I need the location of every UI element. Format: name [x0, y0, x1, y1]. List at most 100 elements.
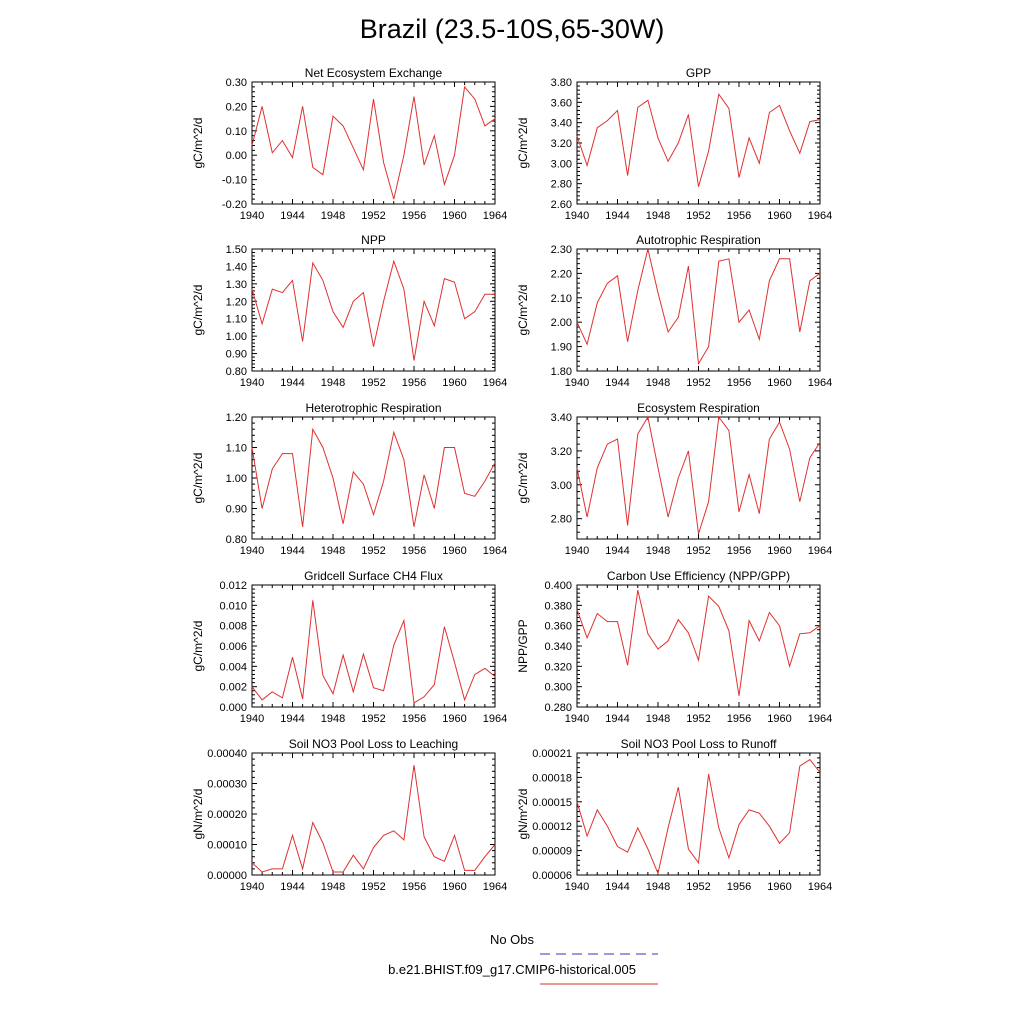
chart-panel: Autotrophic Respiration 1940 1944 1948 1952 1…: [516, 233, 832, 389]
x-tick-label: 1940: [565, 713, 589, 725]
x-tick-label: 1964: [483, 377, 507, 389]
y-tick-label: 1.20: [226, 412, 247, 424]
chart-panel: GPP 1940 1944 1948 1952 1956 1960 1964 2.60 2.80 3…: [516, 66, 832, 222]
x-tick-label: 1964: [808, 545, 832, 557]
x-tick-label: 1948: [321, 545, 345, 557]
y-tick-label: 0.380: [544, 600, 572, 612]
y-tick-label: 3.20: [551, 138, 572, 150]
y-tick-label: 1.90: [551, 342, 572, 354]
series-line: [251, 765, 496, 873]
x-tick-label: 1960: [442, 377, 466, 389]
y-tick-label: 0.012: [219, 580, 247, 592]
y-tick-label: 3.00: [551, 480, 572, 492]
y-tick-label: 3.80: [551, 77, 572, 89]
x-tick-label: 1960: [767, 713, 791, 725]
y-tick-label: 0.000: [219, 702, 247, 714]
y-tick-label: 0.80: [226, 534, 247, 546]
panel-title: Net Ecosystem Exchange: [305, 66, 443, 80]
y-tick-label: 0.20: [226, 101, 247, 113]
y-tick-label: 2.10: [551, 293, 572, 305]
x-tick-label: 1952: [361, 210, 385, 222]
y-tick-label: 2.80: [551, 514, 572, 526]
x-tick-label: 1940: [240, 545, 264, 557]
panel-title: Soil NO3 Pool Loss to Leaching: [289, 737, 458, 751]
x-tick-label: 1952: [686, 713, 710, 725]
x-tick-label: 1952: [686, 377, 710, 389]
y-tick-label: 3.40: [551, 118, 572, 130]
y-tick-label: 0.00006: [532, 870, 572, 882]
y-tick-label: 1.40: [226, 261, 247, 273]
y-axis-label: gC/m^2/d: [191, 285, 205, 336]
x-tick-label: 1940: [240, 881, 264, 893]
x-tick-label: 1960: [442, 713, 466, 725]
y-tick-label: 0.340: [544, 641, 572, 653]
y-axis-label: gC/m^2/d: [191, 118, 205, 169]
y-tick-label: 1.10: [226, 314, 247, 326]
legend-label: No Obs: [489, 932, 535, 947]
x-tick-label: 1960: [767, 210, 791, 222]
y-axis-label: gN/m^2/d: [516, 789, 530, 840]
x-tick-label: 1964: [808, 881, 832, 893]
y-tick-label: 0.80: [226, 366, 247, 378]
x-tick-label: 1952: [686, 881, 710, 893]
figure-title: Brazil (23.5-10S,65-30W): [359, 14, 665, 44]
chart-panel: Gridcell Surface CH4 Flux 1940 1944 1948 195…: [191, 569, 507, 725]
x-tick-label: 1944: [605, 377, 629, 389]
x-tick-label: 1960: [442, 545, 466, 557]
plot-frame: [251, 248, 496, 372]
y-tick-label: 0.320: [544, 661, 572, 673]
panel-title: Soil NO3 Pool Loss to Runoff: [621, 737, 778, 751]
x-tick-label: 1940: [565, 210, 589, 222]
x-tick-label: 1944: [605, 210, 629, 222]
x-tick-label: 1940: [240, 377, 264, 389]
x-tick-label: 1948: [321, 713, 345, 725]
plot-frame: [251, 752, 496, 876]
y-axis-label: gC/m^2/d: [191, 453, 205, 504]
x-tick-label: 1944: [280, 713, 304, 725]
x-tick-label: 1948: [646, 377, 670, 389]
plot-frame: [576, 416, 821, 540]
y-tick-label: 3.40: [551, 412, 572, 424]
series-line: [251, 259, 495, 361]
y-tick-label: 2.00: [551, 317, 572, 329]
series-line: [251, 85, 496, 200]
x-tick-label: 1952: [361, 881, 385, 893]
y-tick-label: 3.00: [551, 158, 572, 170]
plot-frame: [251, 584, 496, 708]
y-tick-label: 0.002: [219, 682, 247, 694]
y-tick-label: 0.00040: [207, 748, 247, 760]
x-tick-label: 1956: [402, 545, 426, 557]
x-tick-label: 1948: [646, 210, 670, 222]
x-tick-label: 1940: [565, 881, 589, 893]
legend-item-model: b.e21.BHIST.f09_g17.CMIP6-historical.005: [0, 962, 1024, 977]
panel-title: Autotrophic Respiration: [636, 233, 761, 247]
x-tick-label: 1948: [321, 881, 345, 893]
x-tick-label: 1948: [321, 210, 345, 222]
y-tick-label: 0.300: [544, 682, 572, 694]
chart-panel: Soil NO3 Pool Loss to Leaching 1940 1944 19…: [191, 737, 507, 893]
panel-title: Gridcell Surface CH4 Flux: [304, 569, 443, 583]
y-tick-label: 0.360: [544, 621, 572, 633]
y-tick-label: 0.10: [226, 126, 247, 138]
x-tick-label: 1948: [646, 545, 670, 557]
legend-line-no-obs: [540, 953, 658, 955]
x-tick-label: 1940: [240, 713, 264, 725]
y-tick-label: 3.60: [551, 97, 572, 109]
series-line: [576, 758, 821, 876]
y-tick-label: 2.30: [551, 244, 572, 256]
y-tick-label: 1.20: [226, 296, 247, 308]
chart-panel: NPP 1940 1944 1948 1952 1956 1960 1964 0.80 0.90 1…: [191, 233, 507, 389]
x-tick-label: 1956: [727, 713, 751, 725]
x-tick-label: 1956: [402, 881, 426, 893]
series-line: [576, 92, 821, 187]
x-tick-label: 1944: [605, 881, 629, 893]
series-line: [251, 600, 496, 704]
y-tick-label: 0.004: [219, 661, 247, 673]
y-tick-label: 2.80: [551, 179, 572, 191]
y-axis-label: gC/m^2/d: [516, 118, 530, 169]
y-tick-label: 1.10: [226, 443, 247, 455]
chart-panel: Net Ecosystem Exchange 1940 1944 1948 1952 19…: [191, 66, 507, 222]
x-tick-label: 1956: [402, 210, 426, 222]
